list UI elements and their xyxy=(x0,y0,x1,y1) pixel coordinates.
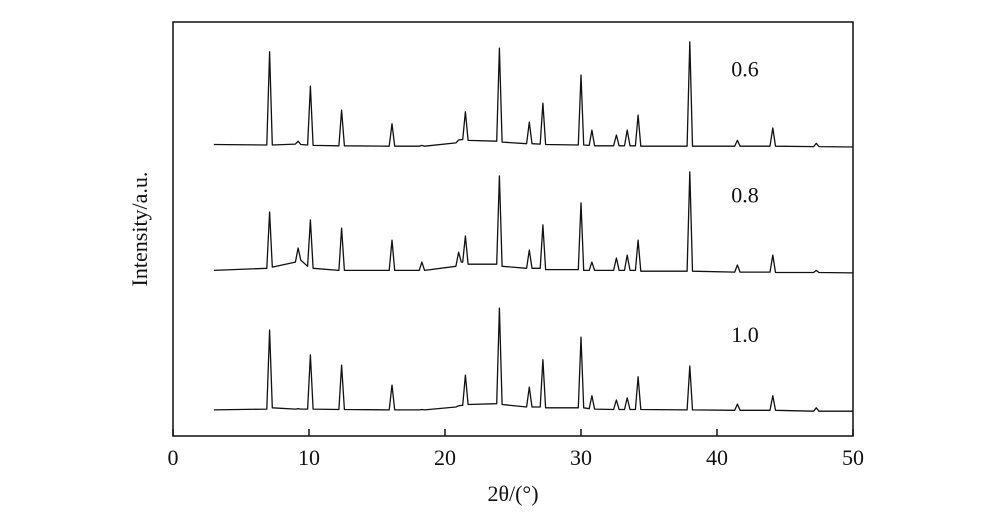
x-tick-label: 40 xyxy=(706,445,728,470)
x-tick-label: 20 xyxy=(434,445,456,470)
y-axis-label: Intensity/a.u. xyxy=(127,172,152,287)
x-tick-label: 10 xyxy=(298,445,320,470)
series-label: 1.0 xyxy=(731,322,759,347)
plot-frame xyxy=(172,21,854,437)
xrd-line xyxy=(213,171,854,274)
x-tick-label: 0 xyxy=(168,445,179,470)
series-label: 0.8 xyxy=(731,182,759,207)
x-tick-label: 30 xyxy=(570,445,592,470)
xrd-line xyxy=(213,41,854,148)
x-tick-label: 50 xyxy=(842,445,864,470)
x-axis-label: 2θ/(°) xyxy=(487,481,538,506)
xrd-line xyxy=(213,307,853,412)
series-label: 0.6 xyxy=(731,57,759,82)
